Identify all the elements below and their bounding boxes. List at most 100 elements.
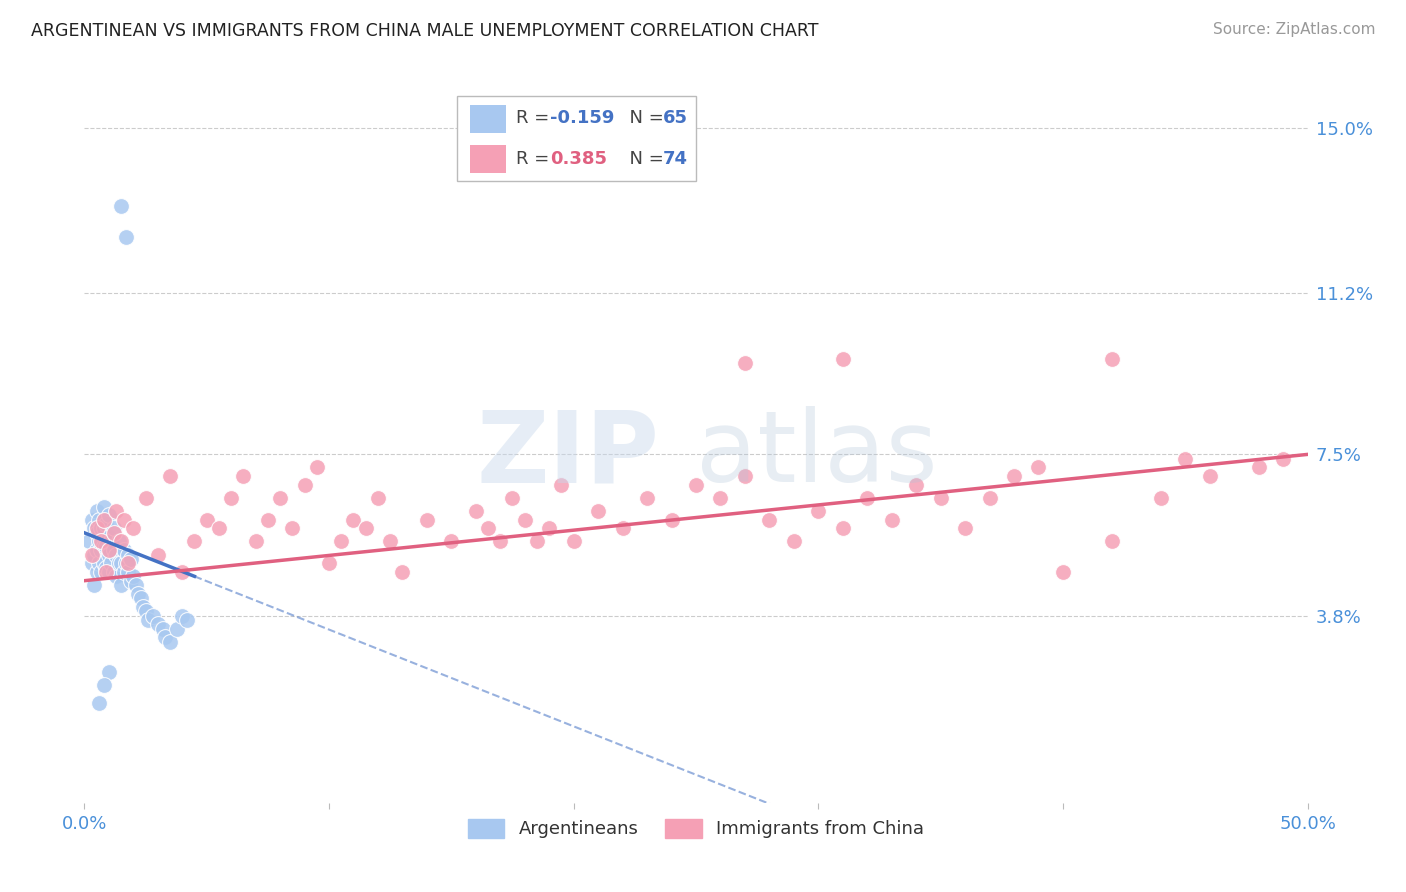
Point xyxy=(87,556,110,570)
Point xyxy=(112,513,135,527)
Point xyxy=(159,469,181,483)
Point xyxy=(132,599,155,614)
Point xyxy=(127,587,149,601)
Point xyxy=(1052,565,1074,579)
Point xyxy=(709,491,731,505)
Point xyxy=(1101,351,1123,366)
Point xyxy=(208,521,231,535)
Point xyxy=(107,556,129,570)
Point xyxy=(97,530,120,544)
Point xyxy=(232,469,254,483)
Point xyxy=(86,525,108,540)
Point xyxy=(391,565,413,579)
Text: -0.159: -0.159 xyxy=(550,109,614,127)
Point xyxy=(159,634,181,648)
Text: 65: 65 xyxy=(664,109,688,127)
Point xyxy=(107,534,129,549)
Point xyxy=(219,491,242,505)
Point xyxy=(1101,534,1123,549)
Point xyxy=(183,534,205,549)
Point xyxy=(586,504,609,518)
Point xyxy=(305,460,328,475)
Point xyxy=(110,199,132,213)
Point xyxy=(83,521,105,535)
Point xyxy=(90,534,112,549)
Point xyxy=(86,504,108,518)
Point xyxy=(166,622,188,636)
Point xyxy=(122,521,145,535)
Point xyxy=(96,560,118,574)
Point xyxy=(96,565,118,579)
Point xyxy=(117,548,139,562)
Point xyxy=(929,491,952,505)
Point xyxy=(112,543,135,558)
Point xyxy=(318,556,340,570)
Point xyxy=(1174,451,1197,466)
Point xyxy=(172,565,194,579)
Text: R =: R = xyxy=(516,150,555,168)
Point xyxy=(103,565,125,579)
Point xyxy=(115,229,138,244)
Point xyxy=(136,613,159,627)
Point xyxy=(105,504,128,518)
Point xyxy=(953,521,976,535)
Point xyxy=(87,696,110,710)
Point xyxy=(96,517,118,532)
Point xyxy=(245,534,267,549)
Point xyxy=(538,521,561,535)
Point xyxy=(269,491,291,505)
Point xyxy=(330,534,353,549)
Point xyxy=(294,478,316,492)
Point xyxy=(172,608,194,623)
Point xyxy=(562,534,585,549)
FancyBboxPatch shape xyxy=(470,145,506,173)
Point xyxy=(464,504,486,518)
Point xyxy=(86,565,108,579)
Text: N =: N = xyxy=(617,109,669,127)
Point xyxy=(117,556,139,570)
FancyBboxPatch shape xyxy=(470,104,506,133)
Point xyxy=(880,513,903,527)
Point xyxy=(93,513,115,527)
Point xyxy=(758,513,780,527)
Point xyxy=(80,513,103,527)
Text: 0.385: 0.385 xyxy=(550,150,607,168)
Point xyxy=(146,548,169,562)
Point xyxy=(110,534,132,549)
Point xyxy=(661,513,683,527)
Point xyxy=(257,513,280,527)
Point xyxy=(110,578,132,592)
Point xyxy=(90,565,112,579)
Point xyxy=(146,617,169,632)
Text: N =: N = xyxy=(617,150,669,168)
Point xyxy=(477,521,499,535)
Point xyxy=(87,534,110,549)
Point xyxy=(502,491,524,505)
Point xyxy=(93,521,115,535)
Point xyxy=(100,534,122,549)
Point xyxy=(93,539,115,553)
Point xyxy=(354,521,377,535)
Point xyxy=(281,521,304,535)
Point xyxy=(1150,491,1173,505)
Point xyxy=(734,469,756,483)
Point xyxy=(105,548,128,562)
Point xyxy=(135,604,157,618)
Point xyxy=(83,578,105,592)
Text: Source: ZipAtlas.com: Source: ZipAtlas.com xyxy=(1212,22,1375,37)
Point xyxy=(77,534,100,549)
Point xyxy=(125,578,148,592)
Point xyxy=(93,500,115,514)
Point xyxy=(513,513,536,527)
Point xyxy=(526,534,548,549)
Point xyxy=(117,565,139,579)
Point xyxy=(115,556,138,570)
Point xyxy=(380,534,402,549)
Point xyxy=(734,356,756,370)
Point xyxy=(979,491,1001,505)
Point xyxy=(831,521,853,535)
Point xyxy=(120,574,142,588)
Point xyxy=(129,591,152,606)
Point xyxy=(83,548,105,562)
Point xyxy=(122,569,145,583)
